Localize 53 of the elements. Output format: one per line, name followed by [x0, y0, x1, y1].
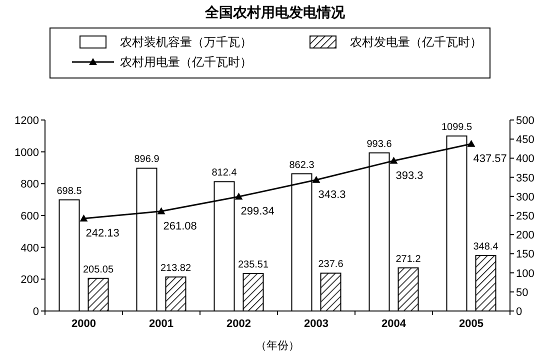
x-tick-label: 2000: [72, 318, 96, 330]
y2-tick-label: 400: [516, 153, 534, 166]
data-label: 237.6: [318, 259, 344, 270]
data-label: 698.5: [56, 186, 82, 197]
data-label: 235.51: [238, 260, 269, 271]
data-label: 205.05: [82, 264, 114, 276]
data-label: 1099.5: [441, 122, 472, 133]
y-tick-label: 0: [32, 306, 39, 318]
point: [312, 176, 320, 183]
data-label: 299.34: [240, 206, 274, 218]
x-tick-label: 2003: [304, 318, 328, 330]
y2-tick-label: 0: [516, 306, 522, 318]
data-label: 271.2: [396, 254, 422, 265]
x-tick-label: 2004: [382, 318, 407, 330]
data-label: 343.3: [318, 188, 346, 201]
point: [390, 156, 398, 164]
data-label: 896.9: [134, 154, 160, 166]
data-label: 812.4: [212, 168, 238, 179]
y2-tick-label: 250: [516, 210, 534, 222]
y2-tick-label: 150: [516, 248, 534, 261]
point: [467, 140, 476, 147]
data-label: 213.82: [160, 262, 192, 274]
y-tick-label: 200: [20, 274, 39, 286]
y-tick-label: 800: [20, 178, 39, 191]
legend-label: 农村装机容量（万千瓦）: [120, 35, 252, 49]
x-tick-label: 2001: [149, 318, 174, 330]
y2-tick-label: 300: [516, 191, 534, 204]
y-tick-label: 1200: [14, 115, 39, 127]
x-tick-label: 2005: [459, 318, 484, 330]
chart-title: 全国农村用电发电情况: [204, 4, 346, 20]
y2-tick-label: 500: [516, 115, 534, 127]
y-tick-label: 1000: [14, 146, 39, 159]
legend-label: 农村发电量（亿千瓦时）: [350, 35, 482, 49]
y2-tick-label: 200: [516, 230, 534, 242]
y-tick-label: 600: [20, 210, 39, 222]
data-label: 437.57: [473, 152, 507, 165]
y-tick-label: 400: [20, 242, 39, 254]
x-axis-title: （年份）: [256, 340, 300, 352]
data-label: 862.3: [289, 160, 315, 171]
y2-tick-label: 350: [516, 172, 534, 184]
data-label: 393.3: [396, 170, 424, 182]
point: [80, 214, 88, 222]
data-label: 993.6: [366, 138, 392, 150]
legend-label: 农村用电量（亿千瓦时）: [120, 55, 252, 69]
data-label: 348.4: [473, 242, 499, 253]
y2-tick-label: 450: [516, 134, 534, 146]
y2-tick-label: 50: [516, 286, 528, 299]
point: [157, 207, 166, 214]
data-label: 242.13: [86, 228, 120, 240]
x-tick-label: 2002: [226, 318, 251, 330]
y2-tick-label: 100: [516, 268, 534, 280]
data-label: 261.08: [163, 220, 197, 232]
point: [234, 192, 243, 200]
